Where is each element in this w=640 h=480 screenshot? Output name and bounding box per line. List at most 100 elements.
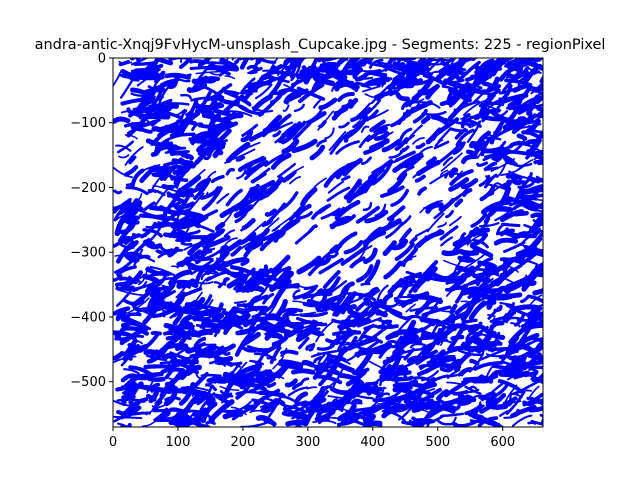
segment-stroke <box>526 230 543 252</box>
segment-stroke <box>329 215 352 230</box>
segment-stroke <box>493 313 507 321</box>
segment-stroke <box>337 316 361 329</box>
segment-stroke <box>193 263 210 288</box>
segment-stroke <box>249 409 266 414</box>
segment-stroke <box>477 65 502 78</box>
segment-stroke <box>255 348 265 353</box>
segment-stroke <box>161 352 174 361</box>
segment-stroke <box>113 238 133 248</box>
segment-stroke <box>248 179 276 196</box>
segment-stroke <box>175 406 189 421</box>
segment-stroke <box>190 259 214 276</box>
segment-stroke <box>469 385 478 391</box>
segment-stroke <box>282 170 297 183</box>
segment-stroke <box>149 265 175 276</box>
segment-stroke <box>119 222 136 235</box>
segment-stroke <box>470 412 485 421</box>
segment-stroke <box>145 283 158 294</box>
segment-stroke <box>517 274 528 285</box>
segment-stroke <box>244 373 264 392</box>
segment-stroke <box>269 346 282 365</box>
segment-stroke <box>350 398 363 406</box>
segment-stroke <box>197 249 223 261</box>
segment-stroke <box>441 324 457 331</box>
segment-stroke <box>164 72 191 80</box>
segment-stroke <box>477 84 501 94</box>
segment-stroke <box>230 148 256 161</box>
y-tick-label: −500 <box>70 375 106 390</box>
segment-stroke <box>483 209 494 224</box>
segment-stroke <box>461 341 480 353</box>
segment-stroke <box>471 293 483 305</box>
segment-stroke <box>155 104 169 112</box>
segment-stroke <box>128 381 144 405</box>
segment-stroke <box>342 411 363 426</box>
segment-stroke <box>387 277 405 295</box>
segment-stroke <box>235 389 248 400</box>
segment-stroke <box>493 182 502 187</box>
segment-stroke <box>426 58 445 73</box>
segment-stroke <box>128 155 137 165</box>
segment-stroke <box>398 299 419 307</box>
segment-stroke <box>374 203 387 217</box>
segment-stroke <box>415 142 426 150</box>
segment-stroke <box>411 382 438 396</box>
segment-stroke <box>347 292 377 302</box>
segment-stroke <box>446 289 455 297</box>
segment-stroke <box>290 62 302 82</box>
segment-stroke <box>398 319 417 348</box>
segment-stroke <box>457 60 481 83</box>
segment-stroke <box>117 140 134 154</box>
segment-stroke <box>218 60 239 77</box>
segment-stroke <box>409 342 426 349</box>
segment-stroke <box>306 111 327 125</box>
segment-stroke <box>139 213 170 222</box>
segment-stroke <box>123 411 151 418</box>
segment-stroke <box>206 266 220 274</box>
segment-stroke <box>293 413 307 420</box>
segment-stroke <box>281 410 306 417</box>
segment-stroke <box>502 67 523 93</box>
segment-stroke <box>218 316 240 327</box>
x-axis: 0 100 200 300 400 500 600 <box>109 427 515 450</box>
segment-stroke <box>196 318 225 323</box>
segment-stroke <box>531 194 543 198</box>
segment-stroke <box>530 370 539 381</box>
segment-stroke <box>460 58 480 65</box>
segment-stroke <box>447 96 471 121</box>
segment-stroke <box>130 119 158 130</box>
segment-stroke <box>350 107 372 123</box>
segment-stroke <box>186 385 212 392</box>
segment-stroke <box>458 248 480 256</box>
segment-stroke <box>134 299 145 307</box>
segment-stroke <box>479 185 496 202</box>
segment-stroke <box>435 117 460 136</box>
segment-stroke <box>346 347 363 362</box>
segment-stroke <box>121 236 131 243</box>
segment-stroke <box>412 108 428 124</box>
segment-stroke <box>121 384 135 406</box>
segment-stroke <box>288 399 314 415</box>
segment-stroke <box>412 167 427 179</box>
segment-stroke <box>327 363 339 380</box>
segment-stroke <box>274 285 300 289</box>
segment-stroke <box>224 154 234 164</box>
segment-stroke <box>319 63 342 76</box>
segment-stroke <box>465 73 480 82</box>
segment-stroke <box>113 206 125 222</box>
segment-stroke <box>540 110 543 116</box>
segment-stroke <box>123 368 140 375</box>
segment-stroke <box>217 256 248 269</box>
segment-stroke <box>465 289 478 296</box>
segment-stroke <box>240 363 264 372</box>
segment-stroke <box>277 162 296 178</box>
segment-stroke <box>180 242 193 246</box>
segment-stroke <box>334 199 361 221</box>
segment-stroke <box>541 415 543 418</box>
segment-stroke <box>338 121 350 129</box>
segment-stroke <box>381 409 406 422</box>
segment-stroke <box>276 327 292 335</box>
segment-stroke <box>526 149 543 162</box>
segment-stroke <box>517 181 535 189</box>
segment-stroke <box>205 299 214 310</box>
